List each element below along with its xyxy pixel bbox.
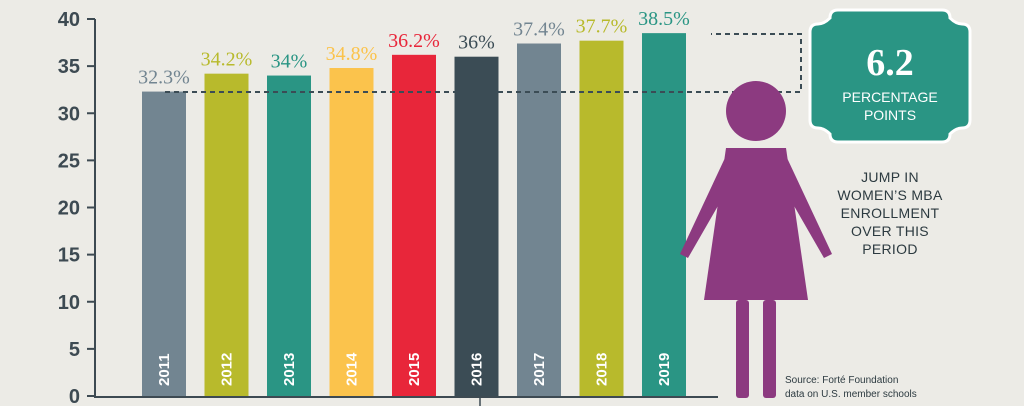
x-tick-label: 2017 <box>531 353 548 386</box>
bar-2011 <box>142 91 186 396</box>
y-tick-label: 30 <box>58 103 80 125</box>
y-tick-label: 35 <box>58 56 80 78</box>
y-tick-label: 20 <box>58 198 80 220</box>
y-tick-label: 5 <box>69 339 80 361</box>
callout-badge: 6.2 PERCENTAGE POINTS <box>808 8 972 144</box>
source-line1: Source: Forté Foundation <box>785 375 898 386</box>
caption-line3: ENROLLMENT <box>841 205 940 221</box>
value-label: 38.5% <box>638 8 690 30</box>
y-tick-label: 15 <box>58 245 80 267</box>
badge-shape <box>808 8 972 144</box>
x-tick-label: 2018 <box>594 353 611 386</box>
value-label: 32.3% <box>138 67 190 89</box>
bar-2018 <box>579 40 624 397</box>
source-line2: data on U.S. member schools <box>785 389 917 400</box>
value-label: 37.7% <box>576 16 628 38</box>
value-label: 36.2% <box>388 30 440 52</box>
caption-line4: OVER THIS <box>851 223 929 239</box>
woman-figure-icon <box>680 81 832 398</box>
x-tick-label: 2014 <box>344 352 361 386</box>
comparison-bracket <box>165 33 802 93</box>
value-label: 34% <box>271 51 308 73</box>
bar-2015 <box>392 54 436 396</box>
callout-line1: PERCENTAGE <box>842 89 937 105</box>
bar-2012 <box>204 73 249 396</box>
caption-line2: WOMEN’S MBA <box>837 187 943 203</box>
bar-2014 <box>329 68 374 396</box>
x-tick-label: 2016 <box>469 353 486 386</box>
caption-line5: PERIOD <box>862 241 917 257</box>
y-tick-label: 10 <box>58 292 80 314</box>
source-note: Source: Forté Foundation data on U.S. me… <box>785 375 917 400</box>
value-label: 36% <box>458 32 495 54</box>
value-labels: 32.3% 34.2% 34% 34.8% 36.2% 36% 37.4% 37.7% 38.5… <box>138 8 690 88</box>
y-axis: 0 5 10 15 20 25 30 35 40 <box>58 9 718 406</box>
x-tick-label: 2013 <box>281 353 298 386</box>
y-tick-label: 0 <box>69 386 80 406</box>
value-label: 34.2% <box>201 49 253 71</box>
value-label: 37.4% <box>513 19 565 41</box>
x-tick-label: 2012 <box>219 353 236 386</box>
value-label: 34.8% <box>326 43 378 65</box>
x-tick-label: 2011 <box>156 353 173 386</box>
callout-number: 6.2 <box>866 42 914 84</box>
bar-2016 <box>454 56 499 396</box>
callout-line2: POINTS <box>864 107 916 123</box>
x-tick-labels: 2011 2012 2013 2014 2015 2016 2017 2018 2019 <box>156 352 673 386</box>
bar-2017 <box>517 43 561 396</box>
caption-line1: JUMP IN <box>861 169 919 185</box>
x-tick-label: 2019 <box>656 353 673 386</box>
y-tick-label: 40 <box>58 9 80 31</box>
callout-caption: JUMP IN WOMEN’S MBA ENROLLMENT OVER THIS… <box>837 169 943 257</box>
bar-2013 <box>267 75 311 397</box>
bars <box>142 33 686 397</box>
x-tick-label: 2015 <box>406 353 423 386</box>
y-tick-label: 25 <box>58 150 80 172</box>
bar-2019 <box>642 33 686 396</box>
